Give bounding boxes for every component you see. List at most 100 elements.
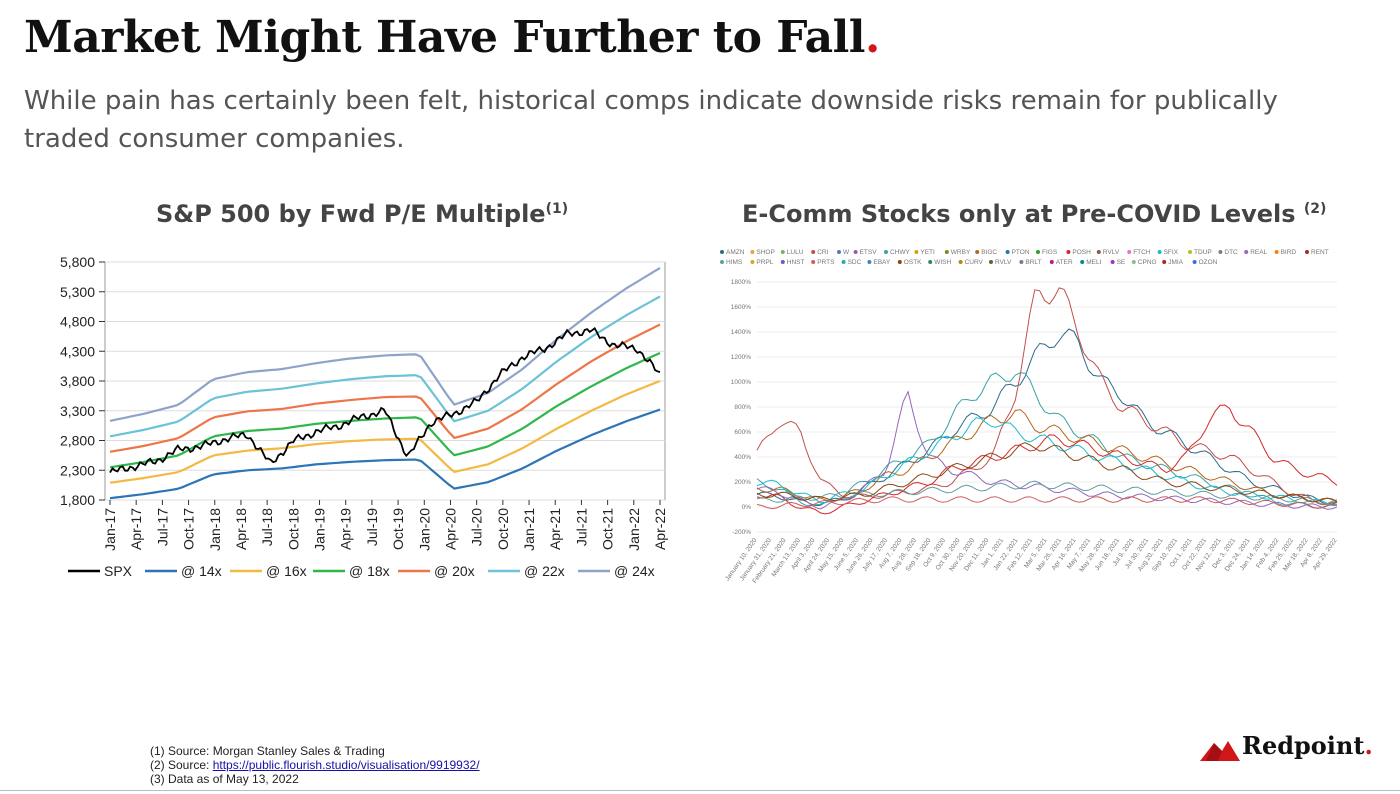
x-tick-label: Jan-22 — [626, 508, 642, 551]
legend-swatch — [841, 260, 846, 264]
y-tick-label: 3,300 — [60, 403, 95, 419]
legend-swatch — [720, 260, 724, 264]
page-title-dot: . — [865, 12, 880, 63]
series-line — [756, 372, 1338, 509]
legend-swatch — [811, 250, 816, 254]
series-line — [756, 417, 1337, 506]
x-tick-label: Apr-20 — [442, 508, 458, 550]
x-tick-label: Apr-18 — [233, 508, 249, 550]
x-tick-label: Oct-21 — [600, 508, 616, 550]
source-link[interactable]: https://public.flourish.studio/visualisa… — [212, 758, 480, 772]
sp-chart-title-text: S&P 500 by Fwd P/E Multiple — [156, 200, 546, 228]
legend-label: W — [843, 249, 850, 256]
legend-label: WRBY — [951, 249, 971, 256]
series-line — [109, 408, 661, 500]
legend-label: BRLT — [1025, 259, 1041, 266]
legend-swatch — [884, 250, 888, 254]
legend-label: SPX — [104, 563, 133, 579]
legend-label: @ 18x — [349, 563, 390, 579]
legend-label: FTCH — [1133, 249, 1151, 256]
legend-swatch — [1080, 260, 1085, 264]
legend-label: CHWY — [890, 249, 911, 256]
legend-label: HNST — [787, 259, 805, 266]
sp-chart-title: S&P 500 by Fwd P/E Multiple(1) — [156, 200, 568, 228]
x-tick-label: Jul-21 — [573, 508, 589, 546]
legend-swatch — [928, 260, 933, 264]
x-tick-label: Apr-22 — [652, 508, 668, 550]
page-title: Market Might Have Further to Fall. — [24, 12, 880, 63]
y-tick-label: 1,800 — [60, 492, 95, 508]
y-tick-label: 5,300 — [60, 284, 95, 300]
x-tick-label: Oct-20 — [495, 508, 511, 550]
legend-swatch — [914, 250, 919, 254]
redpoint-mark-icon — [1200, 741, 1240, 761]
x-tick-label: Jan-17 — [102, 508, 118, 551]
series-line — [756, 287, 1338, 506]
series-line — [109, 379, 661, 484]
page-subtitle: While pain has certainly been felt, hist… — [24, 86, 1278, 154]
legend-swatch — [897, 260, 902, 264]
legend-label: RVLV — [995, 259, 1012, 266]
y-tick-label: 1600% — [731, 304, 751, 311]
y-tick-label: 200% — [734, 479, 751, 486]
legend-label: EBAY — [873, 259, 891, 266]
y-tick-label: 2,800 — [60, 433, 95, 449]
x-tick-label: Oct-18 — [285, 508, 301, 550]
legend-label: ETSV — [860, 249, 878, 256]
x-tick-label: Jul-18 — [259, 508, 275, 546]
legend-label: OSTK — [904, 259, 922, 266]
legend-swatch — [867, 260, 872, 264]
legend-label: SFIX — [1164, 249, 1179, 256]
legend-swatch — [1157, 250, 1162, 254]
legend-swatch — [780, 260, 785, 264]
footnotes: (1) Source: Morgan Stanley Sales & Tradi… — [150, 744, 480, 786]
series-line — [756, 480, 1338, 505]
legend-label: @ 20x — [434, 563, 475, 579]
legend-swatch — [1188, 250, 1192, 254]
legend-label: REAL — [1250, 249, 1267, 256]
legend-swatch — [1274, 250, 1279, 254]
series-line — [756, 496, 1338, 510]
legend-swatch — [853, 250, 858, 254]
x-tick-label: Jul-17 — [154, 508, 170, 546]
legend-swatch — [1005, 250, 1010, 254]
footnote-1: (1) Source: Morgan Stanley Sales & Tradi… — [150, 744, 385, 758]
legend-label: RENT — [1311, 249, 1329, 256]
bottom-rule — [0, 790, 1400, 791]
legend-swatch — [1019, 260, 1024, 264]
legend-label: CPNG — [1138, 259, 1157, 266]
logo-text: Redpoint. — [1242, 731, 1373, 760]
series-line — [109, 295, 661, 438]
legend-swatch — [1036, 250, 1040, 254]
y-tick-label: 1000% — [731, 379, 751, 386]
legend-label: TDUP — [1194, 249, 1212, 256]
legend-label: RVLV — [1103, 249, 1120, 256]
y-tick-label: 4,800 — [60, 314, 95, 330]
logo-name: Redpoint — [1242, 731, 1365, 760]
series-line — [756, 409, 1338, 503]
y-tick-label: 800% — [734, 404, 751, 411]
legend-swatch — [1192, 260, 1197, 264]
legend-label: ATER — [1056, 259, 1073, 266]
series-line — [109, 326, 661, 474]
ec-chart-title-text: E-Comm Stocks only at Pre-COVID Levels — [742, 200, 1296, 228]
legend-label: CURV — [965, 259, 984, 266]
logo-dot: . — [1364, 731, 1373, 760]
legend-label: HIMS — [726, 259, 743, 266]
legend-label: FIGS — [1042, 249, 1058, 256]
legend-swatch — [1305, 250, 1309, 254]
y-tick-label: -200% — [732, 529, 751, 536]
y-tick-label: 1400% — [731, 329, 751, 336]
legend-label: MELI — [1086, 259, 1101, 266]
legend-label: POSH — [1072, 249, 1091, 256]
x-tick-label: Apr-17 — [128, 508, 144, 550]
legend-swatch — [1127, 250, 1132, 254]
page-title-text: Market Might Have Further to Fall — [24, 12, 866, 63]
legend-swatch — [975, 250, 980, 254]
legend-swatch — [1162, 260, 1167, 264]
legend-swatch — [1244, 250, 1249, 254]
legend-label: @ 22x — [524, 563, 565, 579]
legend-swatch — [811, 260, 816, 264]
x-tick-label: Apr-19 — [338, 508, 354, 550]
x-tick-label: Jan-18 — [207, 508, 223, 551]
